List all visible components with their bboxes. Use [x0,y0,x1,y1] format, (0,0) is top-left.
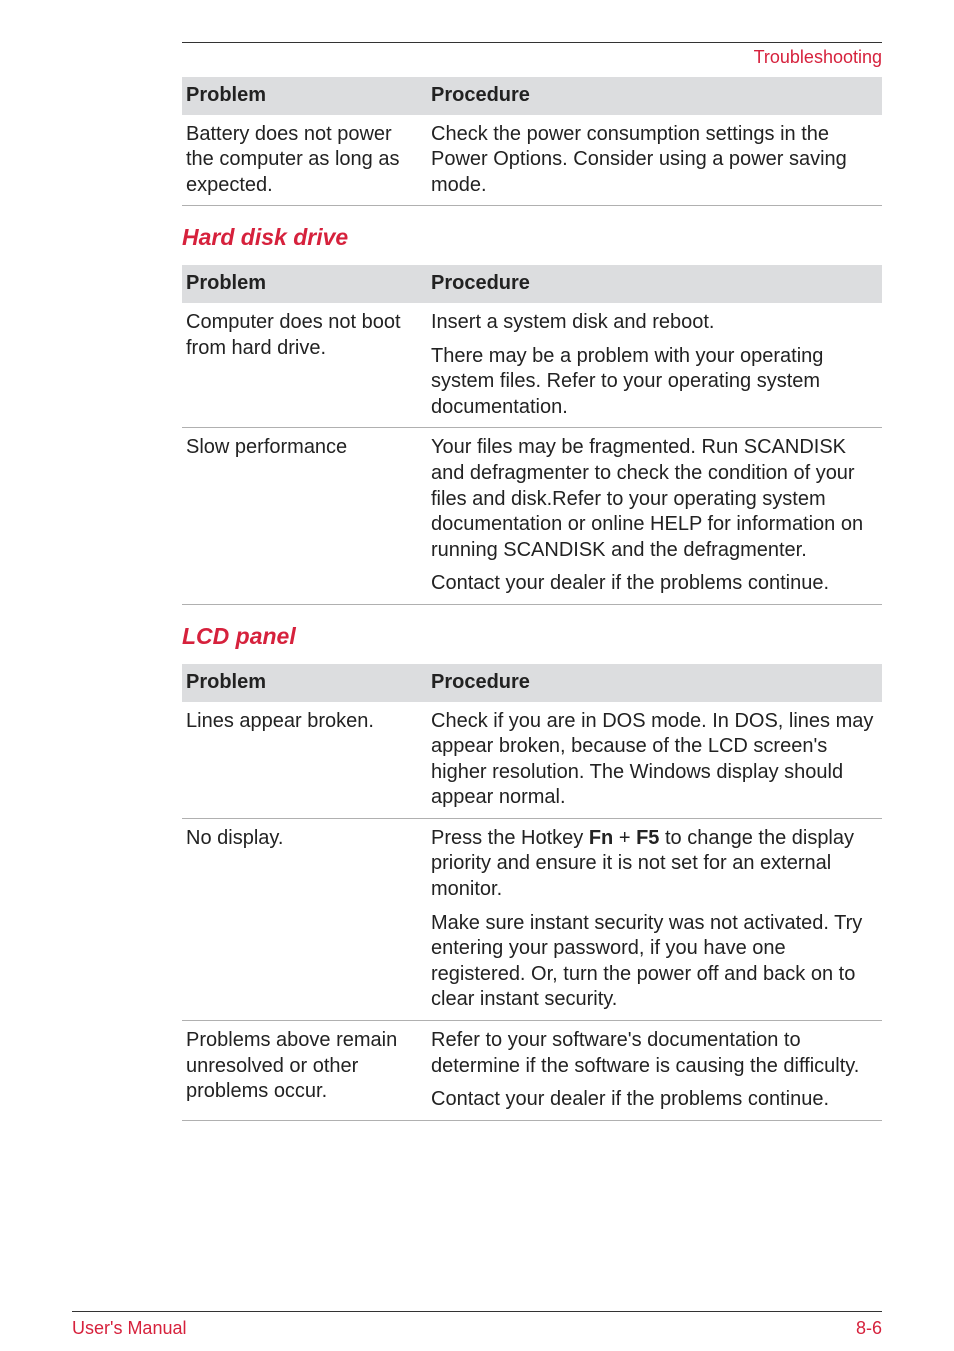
table-row: Lines appear broken. Check if you are in… [182,702,882,819]
cell-problem: Slow performance [182,428,427,605]
col-header-problem: Problem [182,664,427,702]
section-heading-hdd: Hard disk drive [182,224,882,251]
section-heading-lcd: LCD panel [182,623,882,650]
footer-page-number: 8-6 [856,1318,882,1339]
col-header-problem: Problem [182,77,427,115]
battery-table: Problem Procedure Battery does not power… [182,77,882,206]
procedure-text: Contact your dealer if the problems cont… [431,1087,876,1113]
cell-procedure: Check if you are in DOS mode. In DOS, li… [427,702,882,819]
cell-procedure: Refer to your software's documentation t… [427,1021,882,1121]
col-header-procedure: Procedure [427,77,882,115]
footer-manual-label: User's Manual [72,1318,186,1339]
hotkey-fn: Fn [589,827,613,849]
procedure-text: Make sure instant security was not activ… [431,911,876,1013]
procedure-text: Refer to your software's documentation t… [431,1028,876,1079]
cell-problem: Problems above remain unresolved or othe… [182,1021,427,1121]
col-header-procedure: Procedure [427,265,882,303]
hdd-table: Problem Procedure Computer does not boot… [182,265,882,605]
table-row: Battery does not power the computer as l… [182,115,882,206]
procedure-text: Press the Hotkey Fn + F5 to change the d… [431,826,876,903]
table-header-row: Problem Procedure [182,664,882,702]
cell-problem: No display. [182,818,427,1020]
lcd-table: Problem Procedure Lines appear broken. C… [182,664,882,1121]
cell-problem: Battery does not power the computer as l… [182,115,427,206]
cell-procedure: Insert a system disk and reboot. There m… [427,303,882,428]
table-row: Problems above remain unresolved or othe… [182,1021,882,1121]
procedure-text: There may be a problem with your operati… [431,344,876,421]
footer-rule: User's Manual 8-6 [72,1311,882,1351]
cell-procedure: Your files may be fragmented. Run SCANDI… [427,428,882,605]
top-rule: Troubleshooting [182,42,882,43]
procedure-text: Insert a system disk and reboot. [431,310,876,336]
table-row: Slow performance Your files may be fragm… [182,428,882,605]
txt: Press the Hotkey [431,827,589,849]
cell-procedure: Check the power consumption settings in … [427,115,882,206]
col-header-problem: Problem [182,265,427,303]
cell-procedure: Press the Hotkey Fn + F5 to change the d… [427,818,882,1020]
hotkey-f5: F5 [636,827,659,849]
cell-problem: Lines appear broken. [182,702,427,819]
procedure-text: Contact your dealer if the problems cont… [431,571,876,597]
cell-problem: Computer does not boot from hard drive. [182,303,427,428]
table-row: No display. Press the Hotkey Fn + F5 to … [182,818,882,1020]
table-header-row: Problem Procedure [182,265,882,303]
table-row: Computer does not boot from hard drive. … [182,303,882,428]
col-header-procedure: Procedure [427,664,882,702]
header-section-label: Troubleshooting [754,47,882,68]
procedure-text: Your files may be fragmented. Run SCANDI… [431,435,876,563]
content-area: Problem Procedure Battery does not power… [182,77,882,1139]
txt: + [613,827,636,849]
table-header-row: Problem Procedure [182,77,882,115]
